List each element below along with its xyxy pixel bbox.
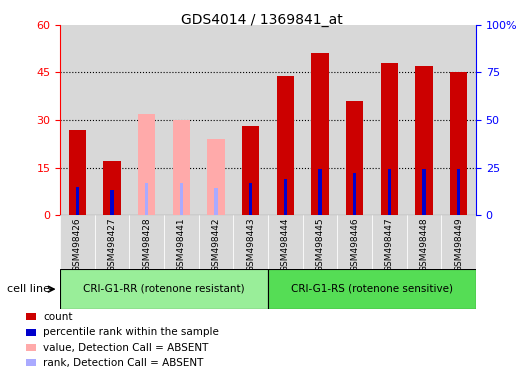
- Bar: [372, 215, 407, 269]
- Bar: [450, 73, 467, 215]
- Bar: [95, 25, 129, 215]
- Text: value, Detection Call = ABSENT: value, Detection Call = ABSENT: [43, 343, 209, 353]
- Bar: [353, 173, 356, 215]
- Bar: [60, 215, 95, 269]
- Bar: [138, 114, 155, 215]
- Bar: [249, 183, 253, 215]
- Bar: [60, 25, 95, 215]
- Bar: [415, 66, 433, 215]
- Bar: [268, 215, 303, 269]
- Text: GSM498447: GSM498447: [385, 218, 394, 272]
- Bar: [277, 76, 294, 215]
- Bar: [337, 25, 372, 215]
- Text: GSM498443: GSM498443: [246, 218, 255, 272]
- Bar: [145, 183, 149, 215]
- Bar: [164, 215, 199, 269]
- Text: percentile rank within the sample: percentile rank within the sample: [43, 327, 219, 337]
- Bar: [242, 126, 259, 215]
- Bar: [95, 215, 129, 269]
- Text: GSM498445: GSM498445: [315, 218, 324, 272]
- Text: GSM498441: GSM498441: [177, 218, 186, 272]
- Text: GSM498448: GSM498448: [419, 218, 428, 272]
- Bar: [76, 187, 79, 215]
- Bar: [129, 25, 164, 215]
- Bar: [407, 215, 441, 269]
- Bar: [129, 215, 164, 269]
- Bar: [214, 189, 218, 215]
- Text: GSM498446: GSM498446: [350, 218, 359, 272]
- Bar: [268, 25, 303, 215]
- Text: GSM498442: GSM498442: [212, 218, 221, 272]
- Bar: [457, 169, 460, 215]
- Text: GDS4014 / 1369841_at: GDS4014 / 1369841_at: [180, 13, 343, 27]
- Bar: [372, 25, 407, 215]
- Bar: [381, 63, 398, 215]
- Bar: [60, 269, 268, 309]
- Bar: [164, 25, 199, 215]
- Text: cell line: cell line: [7, 284, 50, 294]
- Text: count: count: [43, 312, 73, 322]
- Bar: [110, 190, 114, 215]
- Bar: [283, 179, 287, 215]
- Bar: [346, 101, 363, 215]
- Bar: [173, 120, 190, 215]
- Bar: [199, 215, 233, 269]
- Bar: [303, 215, 337, 269]
- Bar: [233, 215, 268, 269]
- Bar: [303, 25, 337, 215]
- Bar: [104, 161, 121, 215]
- Bar: [199, 25, 233, 215]
- Bar: [388, 169, 391, 215]
- Bar: [69, 129, 86, 215]
- Bar: [407, 25, 441, 215]
- Text: CRI-G1-RS (rotenone sensitive): CRI-G1-RS (rotenone sensitive): [291, 284, 453, 294]
- Text: GSM498444: GSM498444: [281, 218, 290, 272]
- Bar: [337, 215, 372, 269]
- Bar: [441, 25, 476, 215]
- Bar: [268, 269, 476, 309]
- Bar: [208, 139, 225, 215]
- Text: GSM498427: GSM498427: [108, 218, 117, 272]
- Text: CRI-G1-RR (rotenone resistant): CRI-G1-RR (rotenone resistant): [83, 284, 245, 294]
- Bar: [233, 25, 268, 215]
- Text: GSM498449: GSM498449: [454, 218, 463, 272]
- Bar: [180, 183, 183, 215]
- Bar: [422, 169, 426, 215]
- Bar: [319, 169, 322, 215]
- Text: GSM498428: GSM498428: [142, 218, 151, 272]
- Bar: [311, 53, 328, 215]
- Text: GSM498426: GSM498426: [73, 218, 82, 272]
- Bar: [441, 215, 476, 269]
- Text: rank, Detection Call = ABSENT: rank, Detection Call = ABSENT: [43, 358, 204, 368]
